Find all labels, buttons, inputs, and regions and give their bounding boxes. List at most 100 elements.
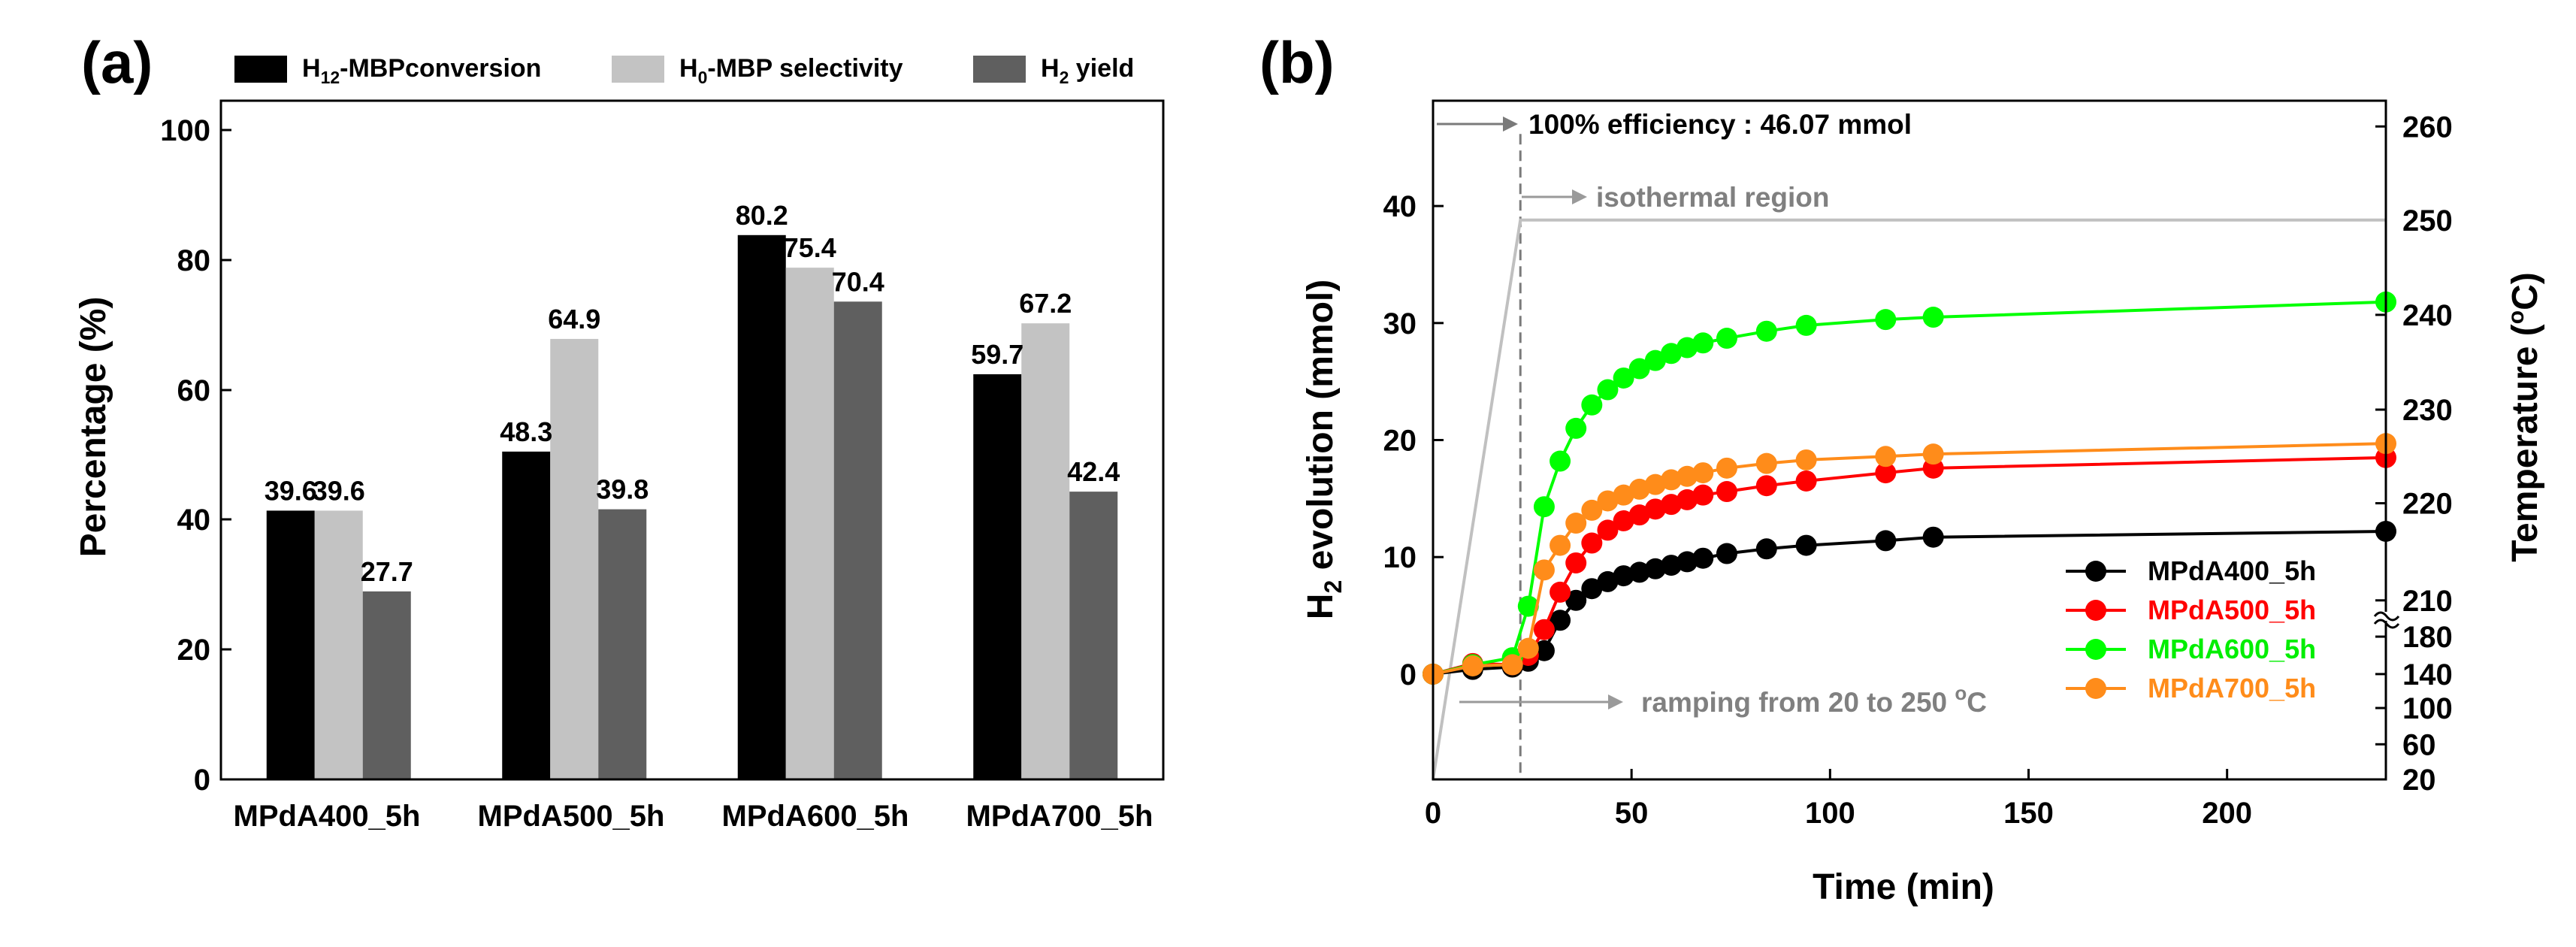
- data-point-MPdA600_5h: [1581, 394, 1603, 416]
- data-point-MPdA500_5h: [1644, 498, 1666, 520]
- legend-a: H12-MBPconversion H0-MBP selectivity H2 …: [234, 54, 1134, 87]
- bar-data-label: 70.4: [832, 266, 884, 297]
- panel-a-bar-chart: (a) H12-MBPconversion H0-MBP selectivity…: [74, 29, 1165, 833]
- data-point-MPdA600_5h: [1875, 309, 1897, 331]
- x-axis-title-b: Time (min): [1813, 867, 1994, 907]
- data-point-MPdA400_5h: [1597, 570, 1619, 592]
- data-point-MPdA500_5h: [1550, 581, 1571, 603]
- legend-swatch-selectivity: [612, 56, 664, 83]
- y2-tick-label: 20: [2402, 764, 2436, 797]
- data-point-MPdA400_5h: [1795, 534, 1817, 556]
- data-point-MPdA700_5h: [1565, 513, 1587, 534]
- data-point-MPdA400_5h: [1677, 551, 1698, 573]
- y-tick-label: 10: [1383, 541, 1417, 574]
- plot-frame-b: [1432, 99, 2387, 781]
- bar-data-label: 75.4: [784, 232, 836, 263]
- data-point-MPdA700_5h: [1875, 446, 1897, 467]
- data-point-MPdA400_5h: [1922, 526, 1944, 548]
- axis-break-squiggle-top: [2373, 611, 2400, 622]
- data-point-MPdA700_5h: [1517, 637, 1539, 659]
- y2-tick-label: 230: [2402, 394, 2453, 427]
- bar-data-label: 27.7: [361, 556, 413, 587]
- temperature-profile-line: [1432, 218, 2386, 780]
- legend-marker-mpda400: [2085, 561, 2106, 582]
- data-point-MPdA500_5h: [1661, 494, 1682, 516]
- data-point-MPdA700_5h: [1692, 462, 1714, 484]
- y-tick-label: 100: [160, 114, 210, 147]
- data-point-MPdA400_5h: [1533, 640, 1555, 661]
- category-label: MPdA700_5h: [966, 800, 1153, 833]
- series-MPdA700_5h: [1423, 433, 2396, 685]
- data-point-MPdA700_5h: [1922, 443, 1944, 465]
- bar-MPdA400_5h-0: [266, 510, 315, 779]
- data-point-MPdA700_5h: [1755, 452, 1777, 474]
- bar-data-label: 64.9: [548, 304, 600, 334]
- data-point-MPdA700_5h: [1795, 449, 1817, 470]
- y-tick-label: 40: [177, 504, 211, 537]
- bar-data-label: 39.8: [596, 474, 649, 505]
- y-ticks-a: 0 20 40 60 80 100: [160, 114, 231, 797]
- y2-axis-title-b: Temperature (oC): [2504, 272, 2545, 562]
- data-point-MPdA500_5h: [1716, 481, 1737, 503]
- bar-data-label: 48.3: [500, 416, 552, 447]
- y2-tick-label: 60: [2402, 728, 2436, 761]
- bars-a: [266, 234, 1118, 780]
- y-tick-label: 80: [177, 244, 211, 277]
- category-label: MPdA400_5h: [234, 800, 421, 833]
- data-point-MPdA600_5h: [1716, 328, 1737, 349]
- efficiency-arrowhead: [1503, 116, 1518, 132]
- isothermal-annotation: isothermal region: [1596, 182, 1829, 213]
- series-MPdA600_5h: [1423, 291, 2396, 685]
- y2-tick-label: 260: [2402, 110, 2453, 144]
- data-point-MPdA600_5h: [1644, 349, 1666, 371]
- y-tick-label: 20: [177, 634, 211, 667]
- bar-MPdA700_5h-0: [973, 374, 1022, 779]
- y2-tick-label: 140: [2402, 658, 2453, 691]
- category-label: MPdA500_5h: [478, 800, 665, 833]
- data-point-MPdA600_5h: [1613, 367, 1634, 389]
- bar-MPdA400_5h-2: [362, 591, 411, 779]
- y-tick-label: 0: [1400, 658, 1416, 691]
- data-point-MPdA700_5h: [1581, 499, 1603, 521]
- y-axis-title-a: Percentage (%): [74, 297, 113, 558]
- y2-tick-label: 220: [2402, 488, 2453, 521]
- data-point-MPdA400_5h: [1692, 547, 1714, 569]
- panel-a-label: (a): [81, 29, 153, 95]
- data-point-MPdA400_5h: [1628, 561, 1650, 583]
- data-point-MPdA700_5h: [1716, 457, 1737, 479]
- bar-data-label: 42.4: [1067, 456, 1120, 487]
- ramping-annotation: ramping from 20 to 250 oC: [1641, 682, 1987, 718]
- legend-label-mpda700: MPdA700_5h: [2148, 673, 2316, 703]
- data-point-MPdA400_5h: [1661, 555, 1682, 576]
- data-point-MPdA600_5h: [1550, 450, 1571, 472]
- data-point-MPdA500_5h: [1755, 475, 1777, 497]
- y2-tick-label: 210: [2402, 585, 2453, 618]
- data-point-MPdA600_5h: [1692, 332, 1714, 354]
- data-point-MPdA600_5h: [1565, 417, 1587, 439]
- y-tick-label: 0: [194, 764, 210, 797]
- data-point-MPdA400_5h: [1644, 558, 1666, 579]
- legend-swatch-conversion: [234, 56, 287, 83]
- x-tick-label: 0: [1425, 797, 1441, 830]
- ramping-arrowhead: [1608, 694, 1623, 709]
- bar-data-label: 67.2: [1019, 288, 1072, 319]
- bar-data-label: 39.6: [313, 475, 365, 506]
- data-point-MPdA600_5h: [1533, 496, 1555, 518]
- bar-labels-a: 39.639.6 27.7 48.3 64.9 39.8 80.275.470.4 59.7…: [265, 200, 1120, 587]
- y2-tick-label: 250: [2402, 204, 2453, 238]
- data-point-MPdA500_5h: [1597, 519, 1619, 541]
- bar-MPdA700_5h-1: [1021, 323, 1070, 780]
- x-tick-label: 100: [1805, 797, 1855, 830]
- data-point-MPdA500_5h: [1581, 532, 1603, 554]
- data-point-MPdA600_5h: [1628, 358, 1650, 380]
- x-tick-label: 200: [2202, 797, 2252, 830]
- y2-tick-label: 180: [2402, 621, 2453, 654]
- y-tick-label: 60: [177, 374, 211, 407]
- data-point-MPdA700_5h: [1644, 474, 1666, 495]
- series-b: [1423, 291, 2396, 685]
- data-point-MPdA500_5h: [1533, 619, 1555, 640]
- y-tick-label: 30: [1383, 307, 1417, 340]
- bar-MPdA500_5h-1: [550, 338, 599, 779]
- legend-label-mpda600: MPdA600_5h: [2148, 634, 2316, 664]
- x-tick-label: 150: [2003, 797, 2054, 830]
